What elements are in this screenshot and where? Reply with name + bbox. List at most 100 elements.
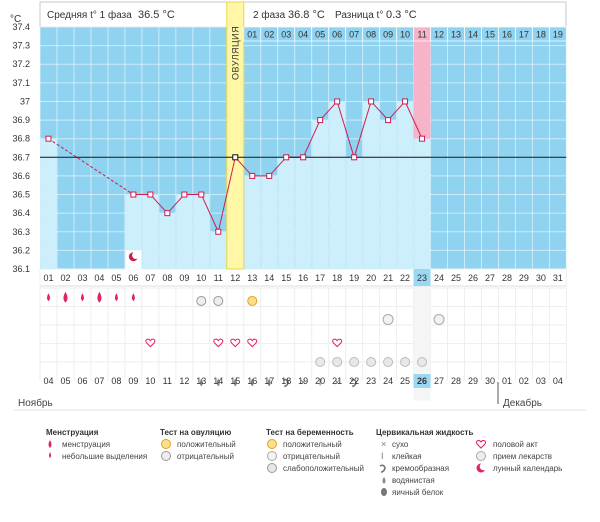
- calendar-date-label[interactable]: 18: [281, 376, 291, 386]
- cycle-day-label[interactable]: 28: [502, 273, 512, 283]
- calendar-date-label[interactable]: 24: [383, 376, 393, 386]
- calendar-date-label[interactable]: 21: [332, 376, 342, 386]
- intercourse-icon[interactable]: [247, 338, 258, 348]
- cycle-day-label[interactable]: 29: [519, 273, 529, 283]
- pregnancy-negative-icon[interactable]: [433, 313, 445, 325]
- calendar-date-label[interactable]: 08: [111, 376, 121, 386]
- calendar-date-label[interactable]: 02: [519, 376, 529, 386]
- watery-icon[interactable]: [267, 378, 271, 387]
- calendar-date-label[interactable]: 11: [163, 376, 172, 386]
- medicine-icon[interactable]: [349, 357, 360, 367]
- medicine-icon[interactable]: [366, 357, 377, 367]
- temperature-point[interactable]: [402, 98, 409, 105]
- cycle-day-label[interactable]: 11: [214, 273, 223, 283]
- cycle-day-label[interactable]: 10: [196, 273, 206, 283]
- cycle-day-label[interactable]: 09: [179, 273, 189, 283]
- intercourse-icon[interactable]: [213, 338, 224, 348]
- cycle-day-label[interactable]: 27: [485, 273, 495, 283]
- calendar-date-label[interactable]: 03: [536, 376, 546, 386]
- calendar-date-label[interactable]: 30: [485, 376, 495, 386]
- temperature-point[interactable]: [283, 154, 290, 161]
- calendar-date-label[interactable]: 22: [349, 376, 359, 386]
- calendar-date-label[interactable]: 05: [60, 376, 70, 386]
- temperature-point[interactable]: [317, 117, 324, 124]
- cycle-day-label[interactable]: 19: [349, 273, 359, 283]
- cycle-day-label[interactable]: 31: [553, 273, 563, 283]
- calendar-date-label[interactable]: 13: [196, 376, 206, 386]
- cycle-day-label[interactable]: 05: [111, 273, 121, 283]
- calendar-date-label[interactable]: 28: [451, 376, 461, 386]
- temperature-point[interactable]: [300, 154, 307, 161]
- cycle-day-label[interactable]: 25: [451, 273, 461, 283]
- calendar-date-label[interactable]: 10: [145, 376, 155, 386]
- medicine-icon[interactable]: [417, 357, 428, 367]
- cycle-day-label[interactable]: 13: [247, 273, 257, 283]
- cycle-day-label[interactable]: 04: [94, 273, 104, 283]
- calendar-date-label[interactable]: 04: [553, 376, 563, 386]
- medicine-icon[interactable]: [400, 357, 411, 367]
- medicine-icon[interactable]: [315, 357, 326, 367]
- creamy-icon[interactable]: [282, 378, 290, 388]
- calendar-date-label[interactable]: 17: [264, 376, 274, 386]
- spotting-icon[interactable]: [131, 293, 135, 302]
- ovulation-negative-icon[interactable]: [213, 295, 224, 306]
- medicine-icon[interactable]: [332, 357, 343, 367]
- menstruation-icon[interactable]: [97, 291, 102, 303]
- temperature-point[interactable]: [368, 98, 375, 105]
- watery-icon[interactable]: [216, 378, 220, 387]
- pregnancy-negative-icon[interactable]: [382, 313, 394, 325]
- cycle-day-label[interactable]: 08: [162, 273, 172, 283]
- calendar-date-label[interactable]: 14: [213, 376, 223, 386]
- calendar-date-label[interactable]: 01: [502, 376, 512, 386]
- temperature-point[interactable]: [181, 191, 188, 198]
- sticky-icon[interactable]: I: [319, 377, 322, 388]
- cycle-day-label[interactable]: 06: [128, 273, 138, 283]
- ovulation-positive-icon[interactable]: [247, 295, 258, 306]
- watery-icon[interactable]: [233, 378, 237, 387]
- calendar-date-label[interactable]: 19: [298, 376, 308, 386]
- temperature-point[interactable]: [198, 191, 205, 198]
- calendar-date-label[interactable]: 25: [400, 376, 410, 386]
- temperature-point[interactable]: [334, 98, 341, 105]
- cycle-day-label[interactable]: 03: [77, 273, 87, 283]
- intercourse-icon[interactable]: [145, 338, 156, 348]
- cycle-day-label[interactable]: 17: [315, 273, 325, 283]
- temperature-point[interactable]: [147, 191, 154, 198]
- cycle-day-label[interactable]: 14: [264, 273, 274, 283]
- temperature-point[interactable]: [130, 191, 137, 198]
- watery-icon[interactable]: [250, 378, 254, 387]
- calendar-date-label[interactable]: 06: [77, 376, 87, 386]
- watery-icon[interactable]: [199, 378, 203, 387]
- dry-icon[interactable]: ×: [334, 377, 340, 388]
- calendar-date-label[interactable]: 16: [247, 376, 257, 386]
- temperature-point[interactable]: [266, 172, 273, 179]
- intercourse-icon[interactable]: [230, 338, 241, 348]
- cycle-day-label[interactable]: 22: [400, 273, 410, 283]
- cycle-day-label[interactable]: 15: [281, 273, 291, 283]
- intercourse-icon[interactable]: [332, 338, 343, 348]
- temperature-point[interactable]: [249, 172, 256, 179]
- ovulation-negative-icon[interactable]: [196, 295, 207, 306]
- temperature-point[interactable]: [385, 117, 392, 124]
- temperature-point[interactable]: [164, 210, 171, 217]
- cycle-day-label[interactable]: 16: [298, 273, 308, 283]
- cycle-day-label[interactable]: 23: [417, 273, 427, 283]
- calendar-date-label[interactable]: 26: [417, 376, 427, 386]
- calendar-date-label[interactable]: 20: [315, 376, 325, 386]
- cycle-day-label[interactable]: 21: [383, 273, 393, 283]
- cycle-day-label[interactable]: 18: [332, 273, 342, 283]
- cycle-day-label[interactable]: 02: [60, 273, 70, 283]
- temperature-point[interactable]: [351, 154, 358, 161]
- calendar-date-label[interactable]: 29: [468, 376, 478, 386]
- dry-icon[interactable]: ×: [300, 377, 306, 388]
- temperature-point[interactable]: [232, 154, 239, 161]
- cycle-day-label[interactable]: 24: [434, 273, 444, 283]
- spotting-icon[interactable]: [46, 293, 50, 302]
- temperature-point[interactable]: [45, 135, 52, 142]
- medicine-icon[interactable]: [383, 357, 394, 367]
- spotting-icon[interactable]: [80, 293, 84, 302]
- cycle-day-label[interactable]: 01: [43, 273, 53, 283]
- cycle-day-label[interactable]: 26: [468, 273, 478, 283]
- cycle-day-label[interactable]: 07: [145, 273, 155, 283]
- calendar-date-label[interactable]: 23: [366, 376, 376, 386]
